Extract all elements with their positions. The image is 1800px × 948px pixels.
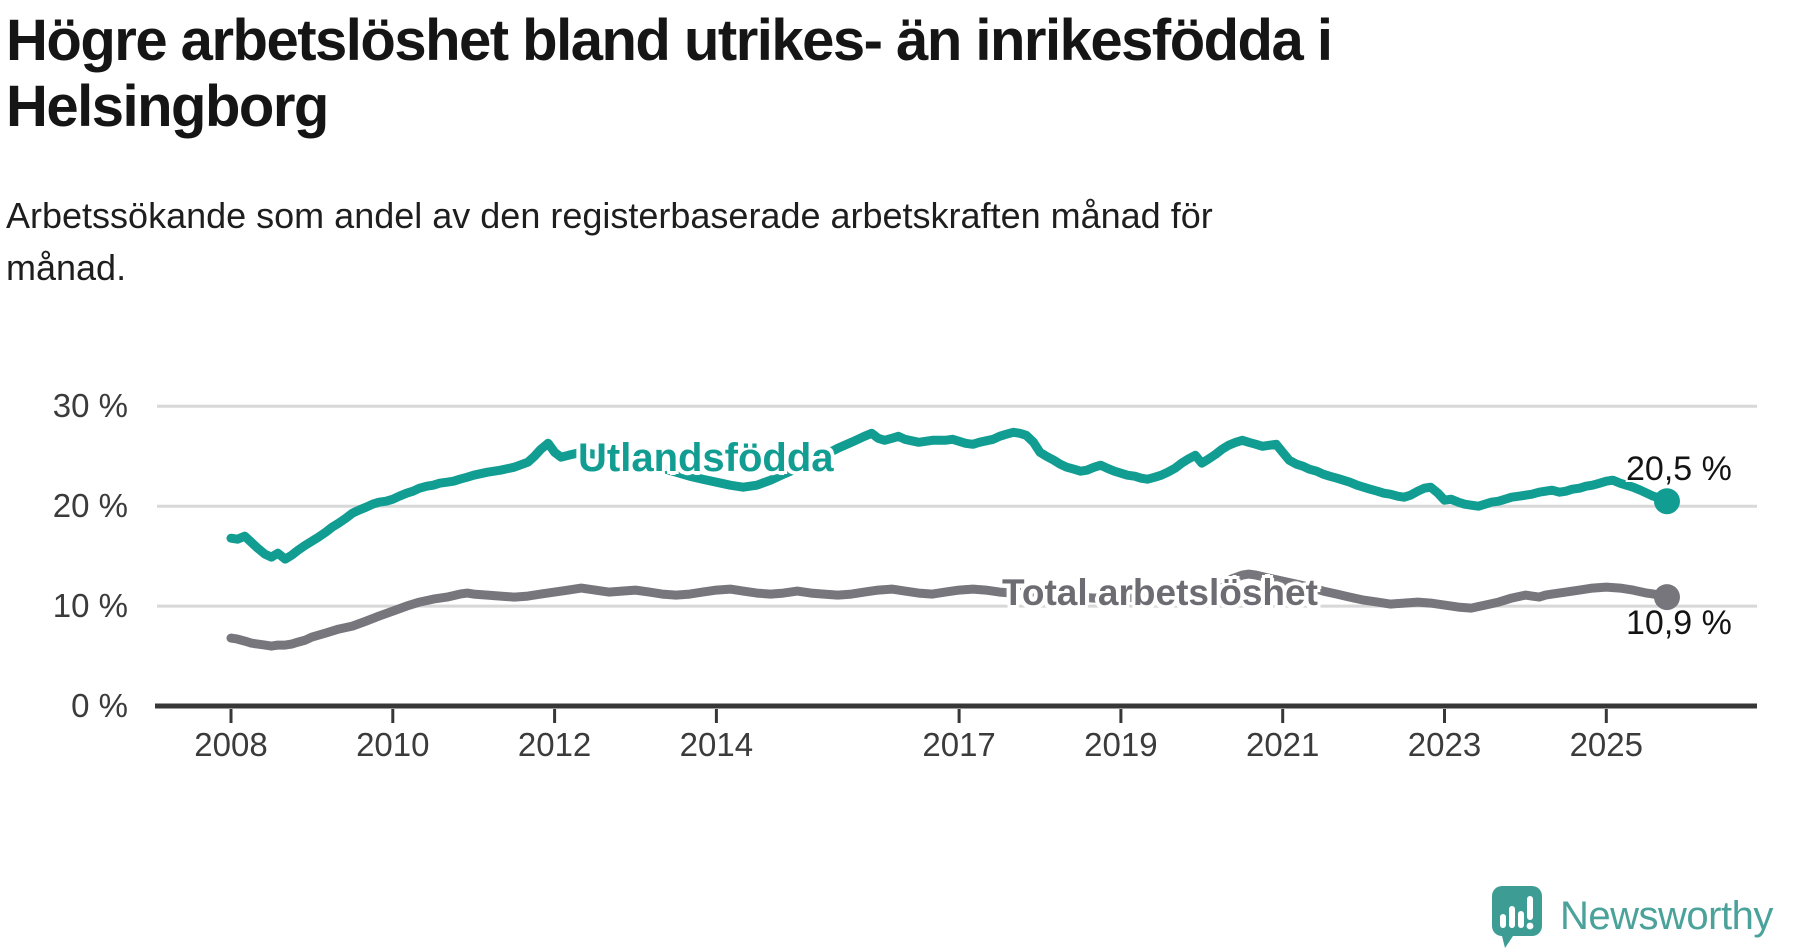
x-tick-label-2019: 2019 [1084,726,1158,763]
end-dot-utlandsfodda [1653,488,1680,515]
logo-bar-2 [1509,906,1515,928]
subtitle-line-1: Arbetssökande som andel av den registerb… [6,195,1213,236]
x-tick-label-2012: 2012 [517,726,592,763]
brand-name: Newsworthy [1560,894,1773,938]
series-label-utlandsfodda: Utlandsfödda [578,436,834,480]
title-line-1: Högre arbetslöshet bland utrikes- än inr… [6,8,1333,73]
logo-bar-1 [1500,914,1506,928]
logo-bar-3 [1518,911,1524,928]
end-value-label-utlandsfodda: 20,5 % [1626,450,1732,488]
line-series-total [226,569,1672,651]
logo-exclamation-dot [1526,922,1534,930]
subtitle-line-2: månad. [6,247,127,288]
x-tick-label-2017: 2017 [922,726,996,763]
y-tick-label-30: 30 % [52,387,128,425]
y-tick-label-20: 20 % [52,487,128,525]
newsworthy-branding: Newsworthy [1488,884,1773,948]
x-tick-label-2021: 2021 [1245,726,1320,763]
title-line-2: Helsingborg [6,74,329,139]
page-title: Högre arbetslöshet bland utrikes- än inr… [6,8,1766,140]
line-series-utlandsfodda [226,427,1672,564]
x-tick-label-2014: 2014 [679,726,754,763]
logo-exclamation-bar [1527,896,1533,920]
series-label-total-arbetsloshet: Total arbetslöshet [1002,572,1318,613]
x-tick-label-2008: 2008 [194,726,268,763]
x-tick-label-2023: 2023 [1407,726,1482,763]
x-tick-label-2025: 2025 [1569,726,1643,763]
newsworthy-logo-icon [1492,886,1542,948]
y-tick-label-10: 10 % [52,587,128,625]
y-tick-label-0: 0 % [71,687,128,724]
end-value-label-total: 10,9 % [1626,604,1732,642]
logo-bubble-shape [1492,886,1542,948]
chart-subtitle: Arbetssökande som andel av den registerb… [6,190,1766,294]
x-tick-label-2010: 2010 [356,726,430,763]
end-dot-total [1653,584,1680,611]
